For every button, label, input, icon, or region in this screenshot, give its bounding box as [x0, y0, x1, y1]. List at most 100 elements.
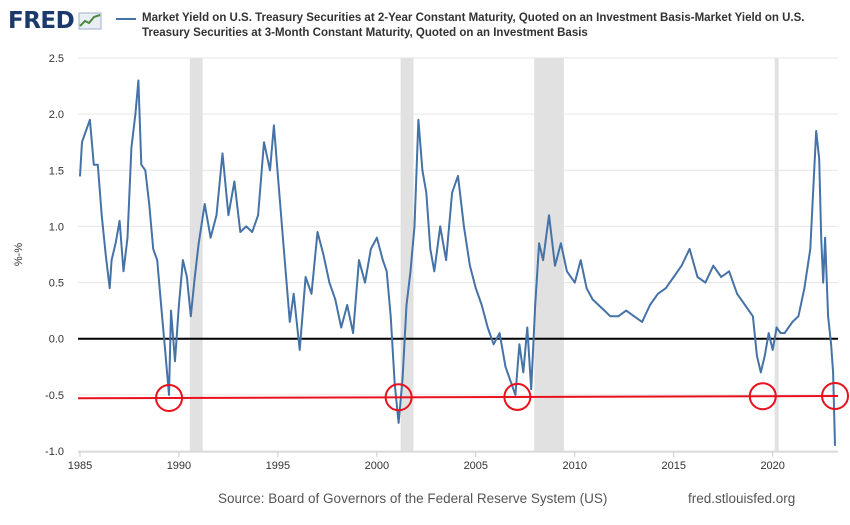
data-point	[174, 360, 176, 362]
y-tick-label: 2.0	[49, 109, 64, 121]
data-point	[409, 270, 412, 273]
data-point	[534, 304, 536, 306]
data-point	[767, 332, 770, 334]
x-tick-label: 2015	[661, 460, 685, 472]
data-point	[239, 231, 242, 233]
data-point	[457, 175, 459, 177]
tick-labels: -1.0 -0.5 0.0 0.5 1.0 1.5 2.0 2.5 1985 1990 1995 20…	[13, 53, 785, 472]
data-point	[492, 343, 495, 346]
data-point	[164, 349, 166, 351]
data-point	[672, 276, 675, 278]
data-point	[526, 326, 529, 329]
data-point	[100, 214, 103, 216]
data-point	[340, 326, 343, 329]
data-point	[221, 152, 224, 155]
data-point	[475, 287, 477, 289]
x-tick-label: 1990	[167, 460, 191, 472]
fred-url-link[interactable]: fred.stlouisfed.org	[688, 491, 796, 506]
data-point	[316, 231, 319, 233]
data-point	[510, 382, 513, 385]
data-point	[292, 293, 295, 295]
data-point	[257, 214, 259, 216]
data-point	[597, 304, 600, 306]
data-point	[263, 141, 265, 144]
data-point	[118, 220, 121, 222]
data-point	[625, 309, 628, 312]
data-point	[283, 248, 285, 250]
data-point	[288, 321, 291, 323]
data-point	[413, 225, 416, 228]
data-point	[209, 236, 212, 239]
data-point	[633, 315, 635, 318]
data-point	[273, 124, 275, 127]
data-point	[251, 231, 253, 233]
y-axis-label: %-%	[13, 243, 25, 266]
data-point	[182, 259, 184, 261]
data-point	[830, 343, 832, 346]
data-point	[193, 276, 196, 278]
data-point	[433, 270, 436, 273]
data-point	[641, 321, 643, 323]
data-point	[85, 130, 87, 132]
data-point	[480, 304, 483, 306]
data-point	[304, 276, 307, 278]
data-point	[609, 315, 612, 318]
data-point	[81, 141, 83, 144]
data-point	[824, 236, 826, 239]
data-point	[704, 281, 707, 284]
data-point	[566, 270, 568, 273]
data-point	[401, 377, 404, 379]
data-point	[820, 236, 822, 239]
data-point	[334, 298, 337, 301]
x-tick-label: 2005	[464, 460, 488, 472]
data-point	[126, 236, 129, 239]
inversion-circle	[384, 383, 413, 412]
data-point	[834, 444, 836, 447]
data-point	[522, 371, 525, 374]
data-point	[791, 321, 794, 323]
data-point	[813, 169, 816, 172]
data-point	[585, 287, 588, 289]
data-point	[144, 169, 147, 172]
source-note: Source: Board of Governors of the Federa…	[218, 491, 608, 506]
data-point	[405, 304, 408, 306]
data-point	[385, 270, 388, 273]
axes	[78, 337, 838, 457]
data-point	[134, 113, 137, 115]
y-tick-label: 1.5	[49, 165, 64, 177]
data-point	[178, 304, 180, 306]
annotations	[77, 381, 850, 412]
grid-lines	[78, 57, 838, 452]
recession-band	[774, 58, 779, 451]
data-point	[190, 315, 192, 318]
x-tick-label: 1995	[266, 460, 290, 472]
data-point	[469, 264, 471, 267]
data-point	[298, 349, 301, 351]
data-point	[591, 298, 594, 301]
fred-logo[interactable]: FRED	[8, 8, 102, 34]
data-point	[110, 259, 113, 261]
data-point	[696, 276, 699, 278]
data-point	[310, 293, 313, 295]
y-tick-label: 1.0	[49, 221, 64, 233]
data-point	[122, 270, 125, 273]
x-tick-label: 1985	[68, 460, 92, 472]
data-point	[752, 315, 754, 318]
data-point	[744, 304, 746, 306]
data-point	[463, 225, 465, 228]
y-tick-label: 0.0	[49, 334, 64, 346]
data-point	[779, 332, 782, 334]
data-point	[397, 422, 400, 424]
fred-graph-icon	[78, 12, 102, 30]
data-point	[227, 214, 230, 216]
data-point	[130, 147, 133, 149]
data-point	[104, 253, 107, 256]
data-point	[170, 309, 172, 312]
data-point	[197, 242, 200, 245]
data-point	[573, 281, 576, 284]
data-point	[657, 293, 659, 295]
data-point	[322, 253, 325, 256]
data-point	[720, 276, 723, 278]
data-point	[137, 79, 140, 82]
data-point	[542, 259, 544, 261]
